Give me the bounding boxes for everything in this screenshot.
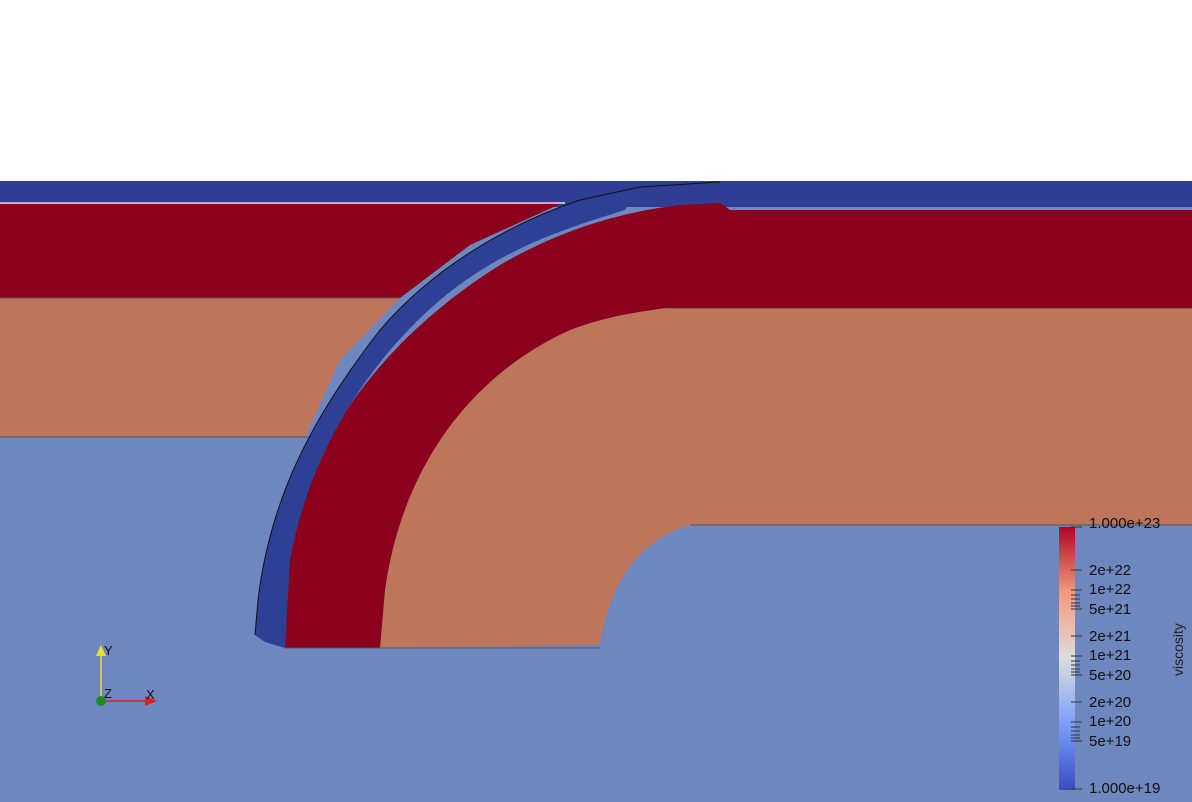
- y-axis-arrowhead: [96, 645, 106, 656]
- colorbar-title: viscosity: [1170, 623, 1186, 676]
- subducting-slab: [285, 203, 1192, 648]
- overriding-crust: [0, 298, 400, 437]
- colorbar-ticks: [1071, 526, 1082, 790]
- subducting-crust: [380, 308, 1192, 648]
- colorbar-label: 5e+19: [1089, 733, 1132, 750]
- colorbar-label: 1e+20: [1089, 713, 1132, 730]
- colorbar-label: 2e+22: [1089, 562, 1132, 579]
- z-axis-origin: [96, 696, 106, 706]
- colorbar-label: 5e+20: [1089, 667, 1132, 684]
- colorbar-label: 1e+22: [1089, 581, 1132, 598]
- x-axis-arrowhead: [145, 696, 157, 706]
- weak-zone: [255, 187, 640, 648]
- sticky-air-gap: [570, 181, 725, 203]
- colorbar-max-label: 1.000e+23: [1089, 515, 1161, 532]
- colorbar-min-label: 1.000e+19: [1089, 780, 1161, 797]
- weak-zone-outline: [254, 181, 721, 636]
- colorbar-label: 5e+21: [1089, 601, 1132, 618]
- overriding-strong-layer: [0, 204, 560, 298]
- axis-label-y: Y: [104, 643, 113, 658]
- orientation-axes: [96, 645, 157, 706]
- axis-label-z: Z: [104, 686, 112, 701]
- colorbar-label: 1e+21: [1089, 647, 1132, 664]
- axis-label-x: X: [146, 687, 155, 702]
- colorbar-label: 2e+20: [1089, 694, 1132, 711]
- colorbar: [1059, 527, 1075, 790]
- colorbar-label: 2e+21: [1089, 628, 1132, 645]
